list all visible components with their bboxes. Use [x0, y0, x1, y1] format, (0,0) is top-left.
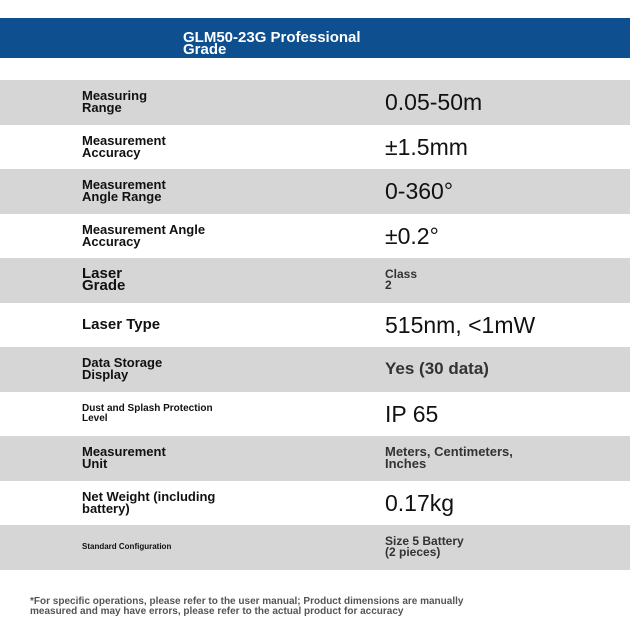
- spec-row: Dust and Splash Protection Level IP 65: [0, 392, 630, 437]
- spec-label: Measurement Angle Accuracy: [82, 221, 206, 249]
- spec-row: Measurement Unit Meters, Centimeters, Inc…: [0, 436, 630, 481]
- spec-row: Standard Configuration Size 5 Battery (2 …: [0, 525, 630, 570]
- spec-value: Yes (30 data): [385, 359, 489, 379]
- spec-label: Net Weight (including battery): [82, 488, 216, 516]
- spec-row: Measurement Accuracy ±1.5mm: [0, 125, 630, 170]
- spec-row: Laser Grade Class 2: [0, 258, 630, 303]
- spec-value: ±1.5mm: [385, 133, 468, 160]
- header-title: GLM50-23G Professional Grade: [183, 29, 361, 58]
- spec-row: Measurement Angle Range 0-360°: [0, 169, 630, 214]
- spec-value: 0-360°: [385, 178, 454, 205]
- spec-row: Net Weight (including battery) 0.17kg: [0, 481, 630, 526]
- spec-value: Size 5 Battery (2 pieces): [385, 534, 464, 560]
- header-bar: GLM50-23G Professional Grade: [0, 18, 630, 58]
- spec-value: 0.05-50m: [385, 89, 483, 116]
- spec-label: Measurement Accuracy: [82, 132, 166, 160]
- spec-label: Dust and Splash Protection Level: [82, 402, 213, 424]
- spec-row: Laser Type 515nm, <1mW: [0, 303, 630, 348]
- spec-row: Measuring Range 0.05-50m: [0, 80, 630, 125]
- spec-value: Meters, Centimeters, Inches: [385, 444, 513, 472]
- spec-value: 0.17kg: [385, 489, 455, 516]
- spec-label: Measuring Range: [82, 88, 148, 116]
- spec-label: Laser Type: [82, 315, 161, 333]
- spec-label: Data Storage Display: [82, 355, 163, 383]
- spec-label: Measurement Unit: [82, 444, 166, 472]
- spec-value: 515nm, <1mW: [385, 311, 536, 338]
- spec-value: ±0.2°: [385, 222, 439, 249]
- spec-value: Class 2: [385, 267, 418, 293]
- spec-label: Laser Grade: [82, 265, 126, 295]
- spec-row: Data Storage Display Yes (30 data): [0, 347, 630, 392]
- spec-value: IP 65: [385, 400, 439, 427]
- spec-label: Standard Configuration: [82, 542, 172, 552]
- spec-row: Measurement Angle Accuracy ±0.2°: [0, 214, 630, 259]
- spec-label: Measurement Angle Range: [82, 177, 166, 205]
- footer-note: *For specific operations, please refer t…: [30, 596, 464, 617]
